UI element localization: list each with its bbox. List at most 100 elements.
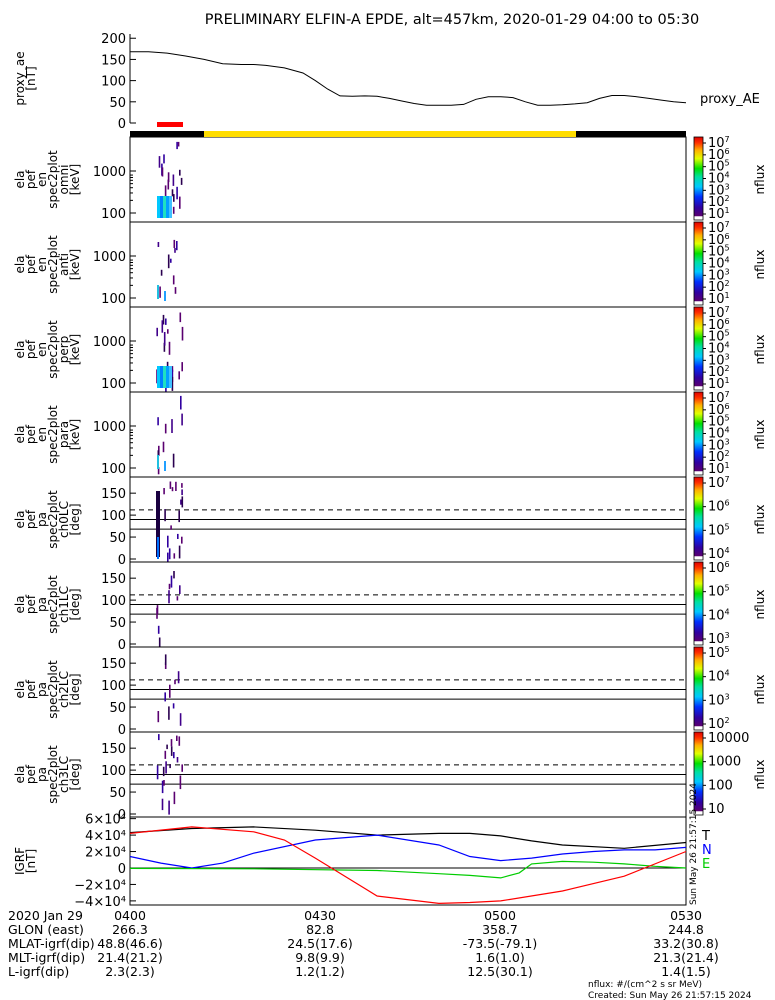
panel-omni-cell [167, 179, 170, 190]
panel-omni-cell [179, 169, 181, 176]
panel-para-frame [129, 391, 687, 478]
panel-para-ylabel-4: para [57, 421, 71, 448]
igrf-ylabel-0: IGRF [13, 847, 27, 875]
footer-row-value: 2.3(2.3) [105, 964, 155, 979]
footer-row-value: 82.8 [306, 922, 334, 937]
panel-ch0LC-cell [173, 553, 176, 559]
panel-omni-ylabel-5: [keV] [68, 164, 82, 195]
panel-ch0LC-tick-label: 100 [101, 509, 126, 524]
panel-omni-cell [167, 172, 170, 183]
panel-perp-cell [171, 366, 174, 372]
panel-ch1LC-tick-label: 50 [109, 616, 126, 631]
panel-anti-cbar-label: 105 [708, 244, 730, 260]
panel-ch1LC-ylabel-1: pef [24, 594, 38, 614]
footer-row-value: 1.2(1.2) [295, 964, 345, 979]
panel-perp-cell [163, 342, 166, 352]
panel-ch0LC-cell [163, 488, 165, 495]
orbit-bar-yellow [204, 131, 576, 137]
footer-row-value: 244.8 [668, 922, 704, 937]
panel-perp-cbar-label: 107 [708, 305, 730, 321]
panel-ch1LC-tick-label: 0 [118, 638, 126, 653]
panel-anti-cell [173, 239, 176, 248]
panel-para-cell [172, 453, 175, 468]
panel-perp-cell [168, 341, 171, 355]
panel-ch2LC-cell [172, 703, 175, 709]
orbit-marker-red [157, 122, 183, 127]
ae-tick-label: 200 [101, 32, 126, 47]
footer-row-value: 0530 [670, 908, 702, 923]
panel-ch0LC-cell [171, 487, 174, 492]
igrf-series-N [129, 834, 687, 869]
panel-perp-cell-hot [166, 366, 169, 388]
panel-anti-cbar-title: nflux [753, 250, 767, 280]
panel-ch3LC-ylabel-0: ela [13, 765, 27, 783]
panel-omni-cbar-label: 106 [708, 147, 730, 163]
panel-ch3LC-ylabel-1: pef [24, 764, 38, 784]
panel-ch0LC-cbar-title: nflux [753, 505, 767, 535]
panel-omni-cell-hot [163, 196, 166, 218]
igrf-ylabel-1: [nT] [24, 849, 38, 873]
panel-anti-cbar-label: 106 [708, 232, 730, 248]
panel-ch3LC-cell [165, 761, 167, 774]
panel-omni-ylabel-0: ela [13, 170, 27, 188]
igrf-tick-label: 0 [118, 862, 126, 877]
panel-perp-cell [167, 329, 169, 334]
panel-anti-cbar-label: 101 [708, 291, 730, 307]
panel-omni-cell-hot [160, 196, 163, 218]
panel-ch0LC-cell [170, 525, 172, 530]
panel-anti-cell [159, 286, 161, 298]
panel-anti-cell [174, 287, 177, 294]
panel-omni-cell-hot [157, 196, 160, 218]
panel-ch3LC-cell [161, 780, 164, 794]
panel-ch3LC-tick-label: 50 [109, 786, 126, 801]
panel-anti-cbar-label: 107 [708, 220, 730, 236]
footer-row-label: MLAT-igrf(dip) [8, 936, 95, 951]
panel-anti-tick-label: 100 [101, 292, 126, 307]
panel-anti-ylabel-2: en [35, 257, 49, 272]
panel-omni-cell [163, 154, 165, 164]
igrf-tick-label: −4×10⁴ [74, 895, 126, 910]
panel-perp-ylabel-2: en [35, 342, 49, 357]
panel-para-ylabel-0: ela [13, 425, 27, 443]
footer-row-value: 1.6(1.0) [475, 950, 525, 965]
panel-anti-cell [170, 258, 172, 263]
panel-ch2LC-tick-label: 50 [109, 701, 126, 716]
panel-omni-ylabel-3: spec2plot [46, 150, 60, 209]
panel-perp-cbar-label: 101 [708, 376, 730, 392]
panel-ch0LC-ylabel-1: pef [24, 509, 38, 529]
panel-ch0LC-ylabel-2: pa [35, 512, 49, 527]
panel-ch1LC-cbar-label: 106 [708, 560, 730, 576]
panel-ch0LC-cell [181, 496, 184, 508]
igrf-legend-N: N [702, 843, 712, 858]
panel-omni-tick-label: 1000 [93, 165, 126, 180]
igrf-tick-label: 6×10⁴ [85, 813, 126, 828]
panel-ch2LC-tick-label: 100 [101, 679, 126, 694]
panel-omni-cell-hot [166, 196, 169, 218]
panel-ch3LC-ylabel-3: spec2plot [46, 745, 60, 804]
footer-row-value: 266.3 [112, 922, 148, 937]
panel-perp-cell [171, 369, 174, 382]
panel-ch3LC-ylabel-2: pa [35, 767, 49, 782]
panel-omni-cell [164, 185, 167, 198]
panel-para-cbar-label: 107 [708, 390, 730, 406]
panel-perp-cbar-label: 105 [708, 329, 730, 345]
panel-para-cbar-label: 105 [708, 414, 730, 430]
panel-ch2LC-ylabel-2: pa [35, 682, 49, 697]
panel-anti-cell [160, 269, 163, 276]
panel-ch0LC-cell-hot [156, 491, 160, 557]
panel-omni-cell [179, 196, 181, 209]
footer-row-value: 0430 [304, 908, 336, 923]
panel-ch1LC-cbar-label: 103 [708, 631, 730, 647]
panel-ch1LC-cbar-title: nflux [753, 590, 767, 620]
panel-perp-ylabel-4: perp [57, 336, 71, 364]
panel-perp-cell [166, 361, 169, 367]
panel-para-cell [162, 441, 165, 453]
panel-ch3LC-cell [161, 798, 164, 811]
panel-perp-colorbar [693, 306, 704, 391]
panel-anti-ylabel-0: ela [13, 255, 27, 273]
panel-ch0LC-cbar-label: 107 [708, 475, 730, 491]
panel-ch2LC-cell [164, 654, 167, 665]
panel-ch2LC-cell [157, 711, 160, 723]
panel-ch0LC-cbar-label: 104 [708, 546, 730, 562]
panel-ch1LC-cbar-label: 105 [708, 584, 730, 600]
